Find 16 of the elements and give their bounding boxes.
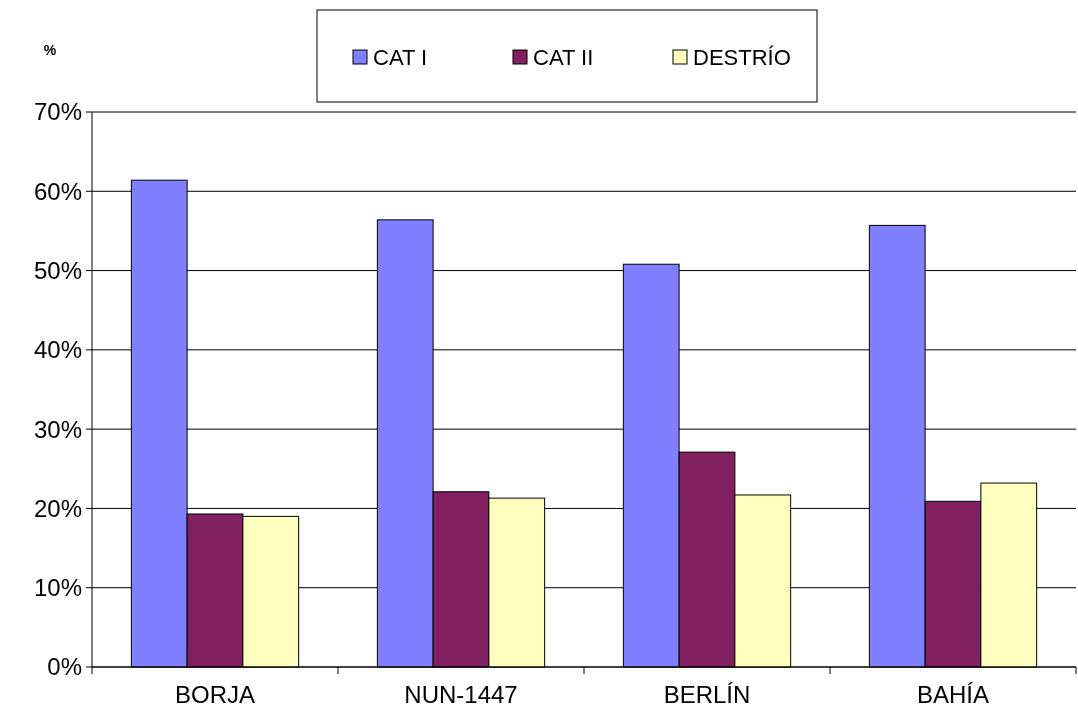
x-tick-label: BORJA: [174, 681, 256, 708]
legend-label: DESTRÍO: [693, 44, 791, 70]
y-axis-title: %: [43, 42, 57, 58]
x-tick-label: BERLÍN: [663, 681, 751, 708]
y-tick-label: 30%: [33, 415, 82, 443]
y-tick-label: 0%: [47, 653, 82, 681]
y-tick-label: 50%: [33, 256, 82, 284]
x-tick-label: NUN-1447: [404, 681, 518, 708]
legend-label: CAT II: [533, 44, 594, 70]
y-tick-label: 70%: [33, 98, 82, 126]
y-tick-label: 10%: [33, 574, 82, 602]
y-tick-label: 20%: [33, 494, 82, 522]
legend-label: CAT I: [373, 44, 428, 70]
y-tick-label: 40%: [33, 336, 82, 364]
y-tick-label: 60%: [33, 177, 82, 205]
x-tick-label: BAHÍA: [916, 681, 990, 708]
